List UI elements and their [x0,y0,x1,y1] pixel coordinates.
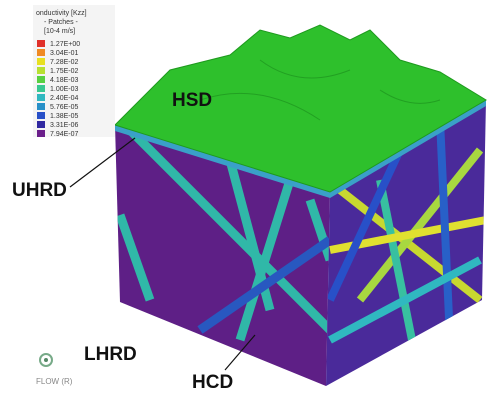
compass-label: FLOW (R) [36,377,73,386]
compass-center [44,358,48,362]
legend-swatch [37,40,45,47]
legend-subtitle: - Patches - [44,19,79,26]
uhrd-label: UHRD [12,180,67,201]
legend-label: 7.94E-07 [50,131,79,138]
hcd-label: HCD [192,372,233,393]
figure: onductivity [Kzz] - Patches - [10-4 m/s]… [0,0,493,394]
legend-swatch [37,49,45,56]
legend-label: 1.00E-03 [50,86,79,93]
legend-swatch [37,67,45,74]
legend-label: 3.31E-06 [50,122,79,129]
legend-label: 1.38E-05 [50,113,79,120]
legend-label: 5.76E-05 [50,104,79,111]
legend-label: 2.40E-04 [50,95,79,102]
legend-swatch [37,112,45,119]
model-block [115,25,486,386]
legend-swatch [37,58,45,65]
legend-swatch [37,103,45,110]
legend-swatch [37,85,45,92]
legend-label: 7.28E-02 [50,59,79,66]
lhrd-label: LHRD [84,344,137,365]
legend-label: 1.75E-02 [50,68,79,75]
legend: onductivity [Kzz] - Patches - [10-4 m/s]… [33,5,115,138]
legend-swatch [37,94,45,101]
compass: FLOW (R) [36,354,73,386]
legend-label: 3.04E-01 [50,50,79,57]
legend-swatch [37,130,45,137]
legend-swatch [37,121,45,128]
legend-units: [10-4 m/s] [44,28,75,35]
legend-label: 1.27E+00 [50,41,80,48]
hsd-label: HSD [172,90,212,111]
legend-label: 4.18E-03 [50,77,79,84]
legend-swatch [37,76,45,83]
legend-title: onductivity [Kzz] [36,10,87,17]
